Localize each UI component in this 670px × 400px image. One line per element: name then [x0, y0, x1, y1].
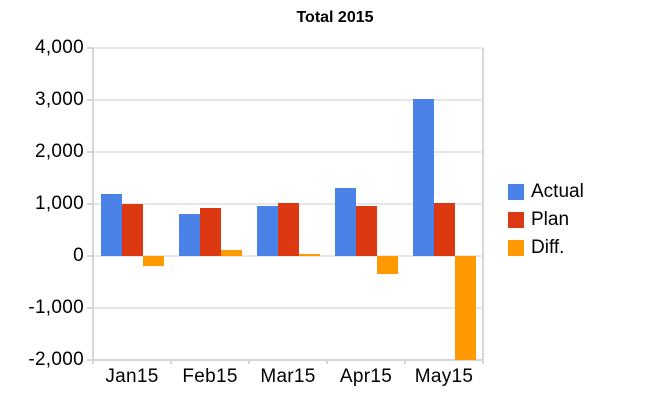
x-axis-tick	[170, 360, 172, 364]
bar-actual-may15	[413, 99, 434, 256]
bar-diff-apr15	[377, 256, 398, 274]
bar-actual-apr15	[335, 187, 356, 256]
bar-plan-may15	[434, 203, 455, 256]
y-axis-tick	[87, 255, 93, 257]
bar-actual-jan15	[101, 194, 122, 256]
x-axis-label-may15: May15	[414, 366, 474, 387]
legend-item-diff: Diff.	[508, 237, 564, 259]
legend-swatch-diff	[508, 240, 524, 256]
legend-label: Actual	[531, 181, 584, 202]
y-axis-label: 1,000	[34, 193, 84, 214]
legend-swatch-actual	[508, 184, 524, 200]
x-axis-tick	[482, 360, 484, 364]
x-axis-label-mar15: Mar15	[260, 366, 316, 387]
legend-swatch-plan	[508, 212, 524, 228]
y-axis-tick	[87, 203, 93, 205]
y-axis-label: 0	[73, 245, 84, 266]
gridline	[93, 47, 483, 49]
gridline	[93, 255, 483, 257]
x-axis-label-feb15: Feb15	[182, 366, 238, 387]
x-axis-label-apr15: Apr15	[339, 366, 393, 387]
y-axis-label: 4,000	[34, 37, 84, 58]
legend-item-plan: Plan	[508, 209, 569, 231]
bar-plan-mar15	[278, 202, 299, 256]
y-axis-line	[92, 48, 94, 360]
bar-diff-may15	[455, 256, 476, 360]
y-axis-label: -1,000	[28, 297, 84, 318]
bar-actual-feb15	[179, 214, 200, 256]
gridline	[93, 151, 483, 153]
legend-label: Diff.	[531, 237, 565, 258]
legend-item-actual: Actual	[508, 181, 584, 203]
x-axis-tick	[326, 360, 328, 364]
gridline	[93, 307, 483, 309]
x-axis-line	[93, 359, 483, 361]
y-axis-label: -2,000	[28, 349, 84, 370]
chart-title: Total 2015	[296, 9, 374, 26]
x-axis-tick	[404, 360, 406, 364]
y-axis-tick	[87, 47, 93, 49]
x-axis-tick	[248, 360, 250, 364]
bar-plan-jan15	[122, 204, 143, 256]
bar-plan-feb15	[200, 207, 221, 256]
bar-diff-feb15	[221, 249, 242, 256]
y-axis-tick	[87, 99, 93, 101]
legend-label: Plan	[531, 209, 570, 230]
bar-plan-apr15	[356, 205, 377, 256]
x-axis-tick	[92, 360, 94, 364]
y-axis-label: 3,000	[34, 89, 84, 110]
y-axis-tick	[87, 151, 93, 153]
bar-actual-mar15	[257, 205, 278, 256]
y-axis-tick	[87, 307, 93, 309]
y-axis-label: 2,000	[34, 141, 84, 162]
plot-right-border	[482, 48, 484, 360]
gridline	[93, 99, 483, 101]
y-axis-tick	[87, 359, 93, 361]
bar-diff-mar15	[299, 253, 320, 256]
bar-diff-jan15	[143, 256, 164, 266]
x-axis-label-jan15: Jan15	[105, 366, 159, 387]
